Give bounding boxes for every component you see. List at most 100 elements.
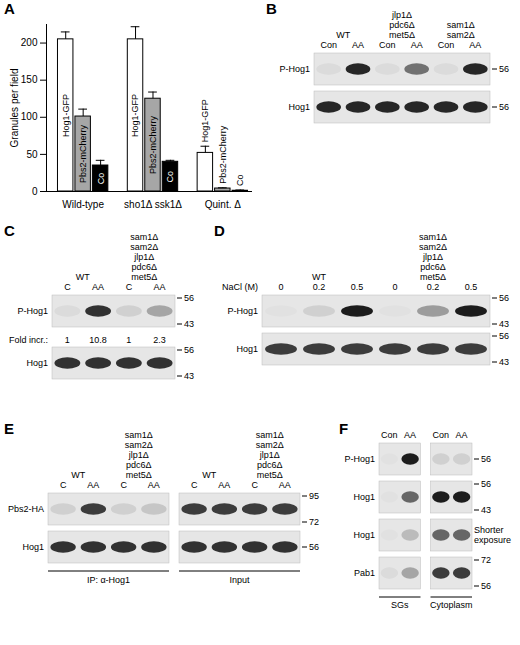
svg-text:E: E <box>4 420 14 437</box>
svg-text:43: 43 <box>499 357 509 367</box>
svg-text:met5Δ: met5Δ <box>389 30 415 40</box>
svg-text:AA: AA <box>154 282 166 292</box>
svg-text:1: 1 <box>126 335 131 345</box>
svg-text:Wild-type: Wild-type <box>62 199 104 210</box>
svg-text:Pbs2-mCherry: Pbs2-mCherry <box>218 125 228 184</box>
svg-text:met5Δ: met5Δ <box>420 272 446 282</box>
svg-text:IP: α-Hog1: IP: α-Hog1 <box>87 575 130 585</box>
svg-text:0.5: 0.5 <box>465 282 478 292</box>
svg-text:WT: WT <box>336 30 350 40</box>
svg-text:Hog1: Hog1 <box>353 530 375 540</box>
svg-text:150: 150 <box>21 74 38 85</box>
svg-text:C: C <box>191 480 198 490</box>
svg-text:met5Δ: met5Δ <box>257 470 283 480</box>
svg-text:sam2Δ: sam2Δ <box>130 242 158 252</box>
svg-text:0: 0 <box>278 282 283 292</box>
svg-text:AA: AA <box>411 40 423 50</box>
svg-text:Cytoplasm: Cytoplasm <box>430 600 473 610</box>
svg-text:72: 72 <box>309 517 319 527</box>
svg-text:AA: AA <box>469 40 481 50</box>
svg-text:met5Δ: met5Δ <box>131 272 157 282</box>
svg-text:56: 56 <box>481 479 491 489</box>
svg-text:C: C <box>4 222 15 239</box>
svg-text:WT: WT <box>71 470 85 480</box>
svg-text:pdc6Δ: pdc6Δ <box>126 460 152 470</box>
svg-text:Granules per field: Granules per field <box>9 69 20 148</box>
svg-text:Co: Co <box>95 173 105 185</box>
svg-text:C: C <box>126 282 133 292</box>
svg-text:56: 56 <box>481 581 491 591</box>
svg-text:Con: Con <box>379 40 396 50</box>
svg-text:0.2: 0.2 <box>313 282 326 292</box>
svg-text:sam1Δ: sam1Δ <box>125 430 153 440</box>
svg-text:200: 200 <box>21 37 38 48</box>
svg-text:C: C <box>60 480 67 490</box>
svg-text:2.3: 2.3 <box>153 335 166 345</box>
svg-text:Shorter: Shorter <box>474 525 504 535</box>
svg-text:AA: AA <box>87 480 99 490</box>
svg-text:pdc6Δ: pdc6Δ <box>131 262 157 272</box>
svg-text:C: C <box>120 480 127 490</box>
svg-text:jlp1Δ: jlp1Δ <box>128 450 149 460</box>
svg-text:AA: AA <box>279 480 291 490</box>
svg-text:Co: Co <box>165 171 175 183</box>
svg-text:AA: AA <box>148 480 160 490</box>
svg-text:Pab1: Pab1 <box>354 568 375 578</box>
svg-text:sam2Δ: sam2Δ <box>419 242 447 252</box>
svg-text:Co: Co <box>235 174 245 186</box>
svg-text:pdc6Δ: pdc6Δ <box>420 262 446 272</box>
svg-text:43: 43 <box>184 319 194 329</box>
svg-text:Hog1: Hog1 <box>22 542 44 552</box>
svg-text:Con: Con <box>381 430 398 440</box>
svg-text:56: 56 <box>499 64 509 74</box>
svg-text:jlp1Δ: jlp1Δ <box>391 10 412 20</box>
svg-text:Pbs2-mCherry: Pbs2-mCherry <box>148 116 158 175</box>
svg-text:jlp1Δ: jlp1Δ <box>133 252 154 262</box>
svg-text:pdc6Δ: pdc6Δ <box>257 460 283 470</box>
svg-text:pdc6Δ: pdc6Δ <box>389 20 415 30</box>
svg-text:43: 43 <box>499 319 509 329</box>
svg-text:jlp1Δ: jlp1Δ <box>422 252 443 262</box>
svg-text:AA: AA <box>352 40 364 50</box>
svg-text:0.2: 0.2 <box>427 282 440 292</box>
svg-text:sam1Δ: sam1Δ <box>447 20 475 30</box>
svg-text:56: 56 <box>184 345 194 355</box>
svg-text:56: 56 <box>499 331 509 341</box>
svg-text:Hog1-GFP: Hog1-GFP <box>61 94 71 137</box>
svg-text:C: C <box>251 480 258 490</box>
svg-text:sam2Δ: sam2Δ <box>256 440 284 450</box>
svg-text:0: 0 <box>32 186 38 197</box>
svg-text:P-Hog1: P-Hog1 <box>227 306 258 316</box>
svg-text:met5Δ: met5Δ <box>126 470 152 480</box>
svg-text:sam1Δ: sam1Δ <box>130 232 158 242</box>
svg-text:C: C <box>64 282 71 292</box>
svg-text:Pbs2-mCherry: Pbs2-mCherry <box>78 125 88 184</box>
svg-text:WT: WT <box>312 272 326 282</box>
svg-text:P-Hog1: P-Hog1 <box>279 64 310 74</box>
svg-text:sam2Δ: sam2Δ <box>447 30 475 40</box>
svg-text:0.5: 0.5 <box>351 282 364 292</box>
svg-text:Hog1: Hog1 <box>26 358 48 368</box>
svg-text:100: 100 <box>21 111 38 122</box>
svg-text:43: 43 <box>481 505 491 515</box>
svg-text:D: D <box>214 222 225 239</box>
svg-text:F: F <box>339 420 348 437</box>
svg-text:B: B <box>266 0 277 17</box>
svg-text:Quint. Δ: Quint. Δ <box>205 199 241 210</box>
svg-text:NaCl (M): NaCl (M) <box>222 282 258 292</box>
svg-text:Hog1-GFP: Hog1-GFP <box>130 94 140 137</box>
svg-text:Fold incr.:: Fold incr.: <box>9 335 48 345</box>
svg-text:Pbs2-HA: Pbs2-HA <box>8 504 44 514</box>
svg-text:0: 0 <box>392 282 397 292</box>
svg-text:sam2Δ: sam2Δ <box>125 440 153 450</box>
svg-text:sho1Δ ssk1Δ: sho1Δ ssk1Δ <box>124 199 182 210</box>
svg-text:50: 50 <box>26 149 38 160</box>
svg-text:1: 1 <box>65 335 70 345</box>
svg-text:Hog1: Hog1 <box>353 492 375 502</box>
svg-text:AA: AA <box>456 430 468 440</box>
svg-text:P-Hog1: P-Hog1 <box>344 454 375 464</box>
svg-text:56: 56 <box>309 542 319 552</box>
svg-text:43: 43 <box>184 371 194 381</box>
svg-text:72: 72 <box>481 555 491 565</box>
svg-text:Hog1: Hog1 <box>236 344 258 354</box>
